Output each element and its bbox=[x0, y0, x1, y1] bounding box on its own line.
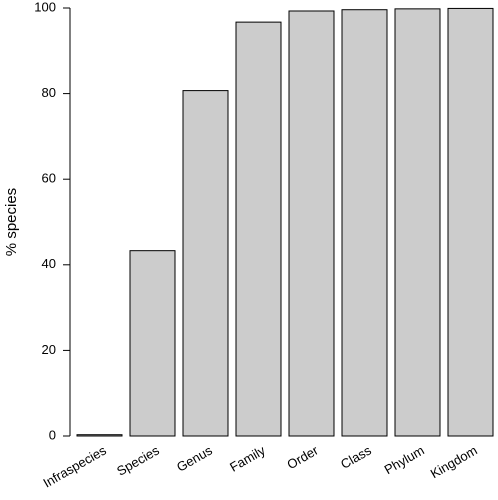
x-tick-label: Order bbox=[284, 442, 321, 472]
bar bbox=[288, 10, 335, 437]
x-tick-label: Class bbox=[338, 442, 374, 471]
y-axis-label: % species bbox=[3, 188, 20, 256]
bar bbox=[341, 9, 388, 437]
y-tick-label: 40 bbox=[42, 256, 56, 271]
y-tick-label: 0 bbox=[49, 427, 56, 442]
bar bbox=[182, 90, 229, 437]
bar bbox=[447, 7, 494, 437]
bar bbox=[129, 250, 176, 437]
y-tick-label: 60 bbox=[42, 171, 56, 186]
bar bbox=[394, 8, 441, 437]
y-tick-label: 20 bbox=[42, 342, 56, 357]
y-tick-label: 100 bbox=[34, 0, 56, 14]
x-tick-label: Species bbox=[114, 442, 162, 478]
y-tick-label: 80 bbox=[42, 85, 56, 100]
x-tick-label: Genus bbox=[174, 442, 215, 474]
x-tick-label: Family bbox=[227, 442, 268, 474]
bar bbox=[235, 21, 282, 437]
x-tick-label: Kingdom bbox=[428, 443, 480, 482]
x-tick-label: Phylum bbox=[382, 443, 427, 478]
bar bbox=[76, 434, 123, 437]
x-tick-label: Infraspecies bbox=[41, 442, 110, 490]
